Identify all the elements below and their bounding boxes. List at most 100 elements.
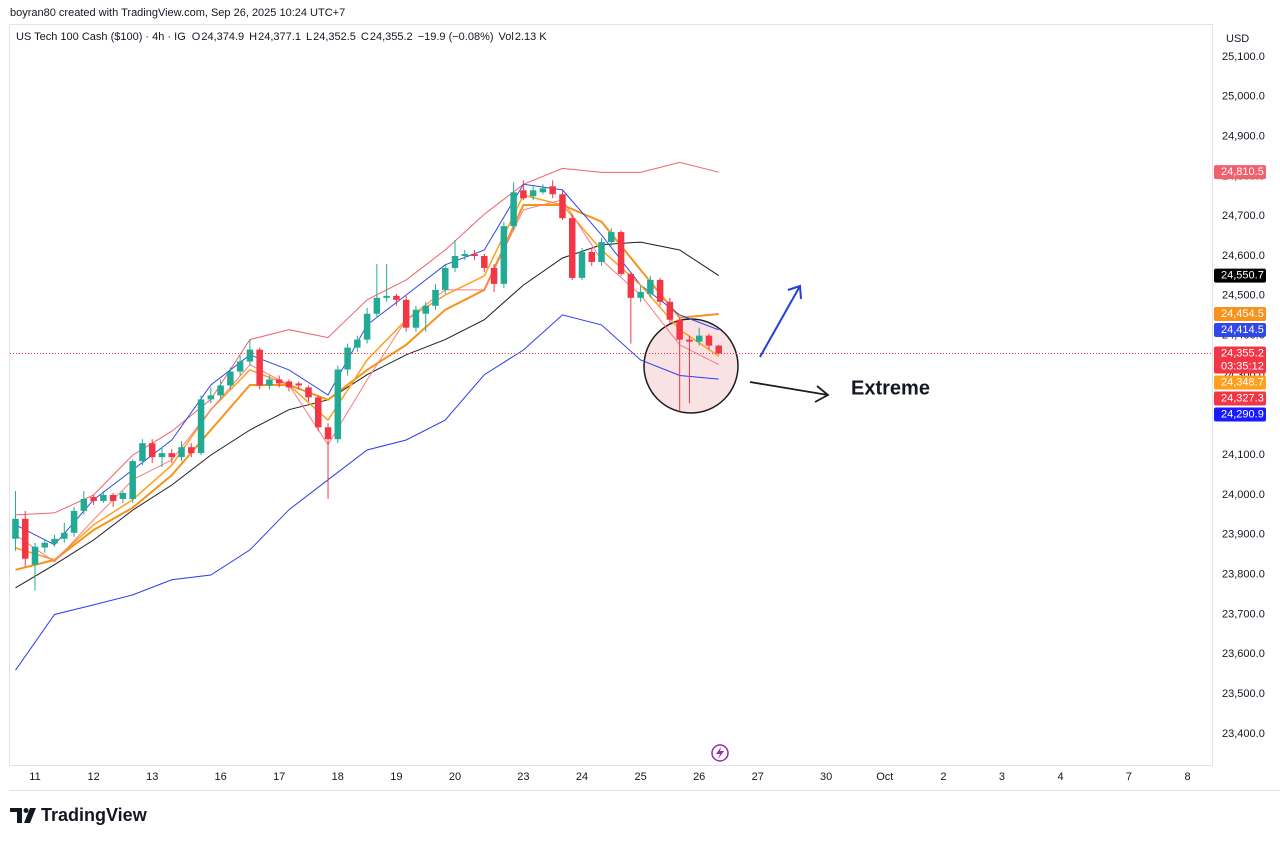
candle-body [637,291,644,298]
candle-body [285,381,293,388]
candle-body [109,494,117,501]
price-tag-label: 24,290.9 [1221,408,1264,420]
x-tick-label: 7 [1126,771,1132,783]
candle-body [627,273,635,298]
x-tick-label: 23 [517,771,529,783]
candle-body [246,349,254,362]
candle-body [266,379,273,386]
candle-body [529,190,537,197]
x-tick-label: 25 [634,771,646,783]
candle-body [80,498,88,511]
y-tick-label: 23,600.0 [1222,648,1265,660]
candle-body [393,295,400,300]
x-tick-label: 18 [332,771,344,783]
logo: TradingView [10,805,148,825]
y-tick-label: 25,100.0 [1222,51,1265,63]
y-tick-label: 24,100.0 [1222,449,1265,461]
candle-body [158,453,166,458]
candle-body [139,443,146,462]
candle-body [578,252,586,278]
candle-body [61,532,68,539]
candle-body [608,232,615,243]
candle-body [686,339,693,342]
price-tag [1214,306,1266,321]
brand: TradingView [41,805,148,825]
y-tick-label: 23,800.0 [1222,569,1265,581]
candle-body [383,295,390,298]
candle-body [676,319,683,340]
candle-body [549,186,556,195]
price-tag [1214,375,1266,390]
price-tag [1214,322,1266,337]
candle-body [148,443,156,458]
arrow-head [814,385,830,403]
candle-body [178,447,185,458]
y-tick-label: 24,500.0 [1222,290,1265,302]
candle-body [324,427,332,440]
price-tag [1214,346,1266,374]
candle-body [197,399,205,454]
logo-mark [10,808,22,823]
candle-body [90,496,97,501]
candle-body [432,289,439,306]
legend-text: Vol [499,31,514,43]
candle-body [647,279,654,294]
candle-body [598,242,605,262]
x-tick-label: 19 [390,771,402,783]
price-tag-label: 24,810.5 [1221,166,1264,178]
candle-body [217,385,224,396]
y-tick-label: 23,400.0 [1222,728,1265,740]
candle-body [129,461,136,499]
candle-body [100,494,107,501]
candle-body [315,397,322,428]
price-tag-label: 24,327.3 [1221,392,1264,404]
x-tick-label: 20 [449,771,461,783]
attribution: boyran80 created with TradingView.com, S… [10,7,345,19]
legend-text: 24,355.2 [370,31,413,43]
candle-body [188,447,195,454]
candle-body [451,256,459,268]
x-tick-label: Oct [876,771,893,783]
price-tag-label: 24,355.2 [1221,347,1264,359]
legend-text: L [306,31,312,43]
candle-body [695,335,703,342]
candle-body [510,192,517,227]
y-tick-label: 23,900.0 [1222,529,1265,541]
price-tag [1214,391,1266,406]
legend-text: H [249,31,257,43]
arrow-shaft [749,381,829,396]
indicator-line [15,204,719,571]
y-tick-label: 24,000.0 [1222,489,1265,501]
indicator-line [15,314,719,671]
legend-text: 24,352.5 [313,31,356,43]
candle-body [481,256,488,268]
x-tick-label: 27 [752,771,764,783]
highlight-circle [643,318,739,414]
price-tag [1214,407,1266,422]
logo-dot [23,808,29,813]
y-tick-label: 23,700.0 [1222,608,1265,620]
candle-body [256,349,263,386]
event-icon [711,744,729,762]
candle-body [70,510,78,533]
candle-body [422,305,429,314]
candle-body [471,254,478,257]
currency: USD [1226,33,1249,45]
icon-bolt [716,747,724,759]
legend-text: 24,377.1 [258,31,301,43]
x-tick-label: 4 [1058,771,1064,783]
plot [10,161,1212,671]
x-tick-label: 2 [940,771,946,783]
x-tick-label: 3 [999,771,1005,783]
legend-text: −19.9 (−0.08%) [418,31,494,43]
y-tick-label: 24,900.0 [1222,130,1265,142]
candle-body [305,387,312,398]
legend-text: C [361,31,369,43]
y-tick-label: 25,000.0 [1222,91,1265,103]
candle-body [500,226,508,284]
candle-body [520,190,527,199]
countdown: 03:35:12 [1221,360,1264,372]
x-tick-label: 13 [146,771,158,783]
annotation: Extreme [851,377,930,399]
